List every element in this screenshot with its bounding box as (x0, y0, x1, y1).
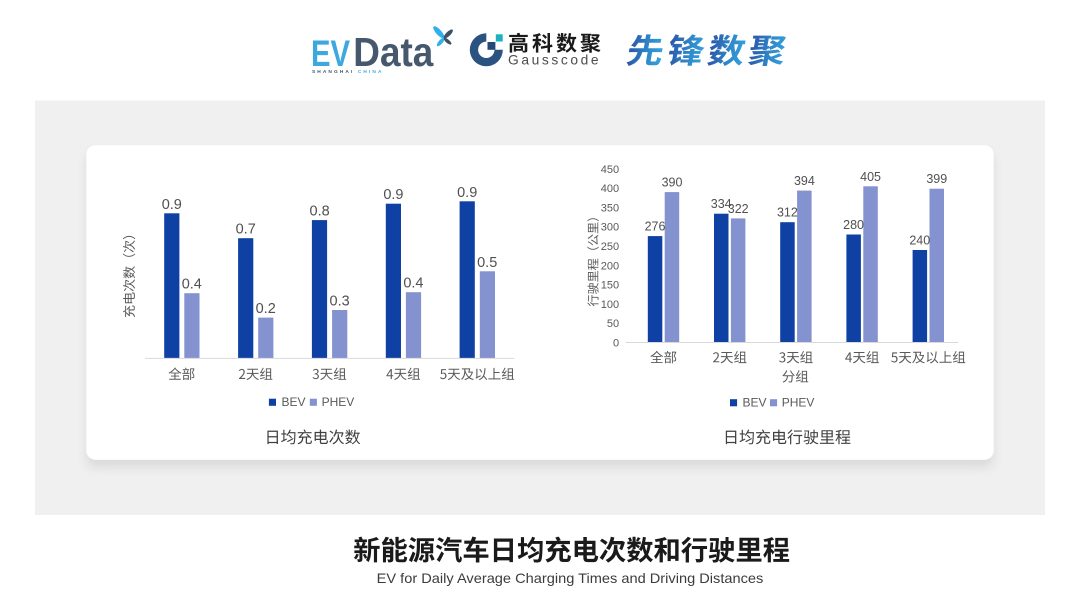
svg-text:150: 150 (601, 280, 619, 292)
svg-text:0.5: 0.5 (477, 255, 497, 271)
svg-text:50: 50 (607, 318, 619, 330)
svg-text:0.2: 0.2 (256, 301, 276, 317)
svg-text:322: 322 (728, 202, 749, 216)
svg-text:0.9: 0.9 (383, 187, 403, 203)
svg-text:390: 390 (662, 176, 683, 190)
svg-text:PHEV: PHEV (782, 395, 815, 409)
svg-text:0: 0 (613, 337, 619, 349)
svg-text:399: 399 (926, 172, 947, 186)
svg-text:200: 200 (601, 260, 619, 272)
svg-text:0.9: 0.9 (457, 185, 477, 201)
svg-text:280: 280 (843, 218, 864, 232)
svg-text:400: 400 (601, 183, 619, 195)
svg-text:PHEV: PHEV (322, 395, 355, 409)
svg-text:100: 100 (601, 299, 619, 311)
svg-text:0.8: 0.8 (310, 204, 330, 220)
svg-text:0.4: 0.4 (182, 277, 202, 293)
svg-text:0.4: 0.4 (403, 276, 423, 292)
svg-text:276: 276 (645, 220, 666, 234)
svg-text:394: 394 (794, 174, 815, 188)
svg-text:300: 300 (601, 222, 619, 234)
svg-text:0.7: 0.7 (236, 222, 256, 238)
svg-text:250: 250 (601, 241, 619, 253)
svg-text:350: 350 (601, 203, 619, 215)
svg-text:SHANGHAI CHINA: SHANGHAI CHINA (312, 69, 384, 75)
svg-text:Data: Data (353, 29, 434, 75)
svg-text:EV: EV (311, 33, 350, 74)
svg-text:240: 240 (909, 234, 930, 248)
svg-text:BEV: BEV (282, 395, 306, 409)
svg-text:312: 312 (777, 206, 798, 220)
svg-text:BEV: BEV (743, 395, 767, 409)
svg-text:Gausscode: Gausscode (508, 53, 601, 68)
svg-text:0.3: 0.3 (330, 294, 350, 310)
svg-text:0.9: 0.9 (162, 197, 182, 213)
svg-text:450: 450 (601, 164, 619, 176)
svg-text:EV for Daily Average Charging: EV for Daily Average Charging Times and … (377, 570, 764, 586)
svg-text:334: 334 (711, 197, 732, 211)
svg-text:405: 405 (860, 170, 881, 184)
